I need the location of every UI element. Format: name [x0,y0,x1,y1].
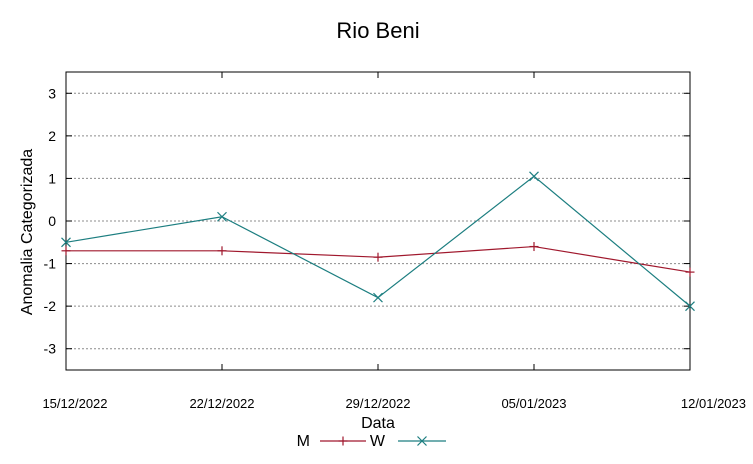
x-tick-label: 29/12/2022 [345,396,410,411]
y-tick-label: 3 [48,85,56,101]
y-tick-label: -2 [44,298,57,314]
data-point-m [373,252,383,262]
y-tick-label: -1 [44,256,57,272]
data-point-m [217,246,227,256]
chart-title: Rio Beni [336,18,419,43]
y-tick-label: -3 [44,341,57,357]
data-point-w [217,211,227,222]
x-axis-label: Data [361,415,395,432]
y-tick-label: 0 [48,213,56,229]
legend-marker-m [338,436,348,446]
y-tick-label: 1 [48,170,56,186]
legend-marker-w [417,436,427,446]
data-point-w [373,292,383,303]
x-tick-label: 22/12/2022 [189,396,254,411]
data-point-m [61,246,71,256]
x-axis-ticks: 15/12/2022 22/12/2022 29/12/2022 05/01/2023… [42,72,746,411]
data-point-m [685,267,695,277]
data-point-m [529,242,539,252]
data-point-w [61,237,71,248]
data-point-w [685,301,695,312]
x-tick-label: 15/12/2022 [42,396,107,411]
y-axis-ticks: 3 2 1 0 -1 -2 -3 [44,85,690,357]
legend-label-m: M [297,433,310,450]
y-tick-label: 2 [48,128,56,144]
x-tick-label: 05/01/2023 [501,396,566,411]
legend-label-w: W [370,433,386,450]
data-point-w [529,171,539,182]
y-axis-label: Anomalia Categorizada [19,149,36,315]
series-layer [61,171,695,312]
series-line-w [65,175,691,307]
x-tick-label: 12/01/2023 [681,396,746,411]
grid-lines [66,92,690,350]
